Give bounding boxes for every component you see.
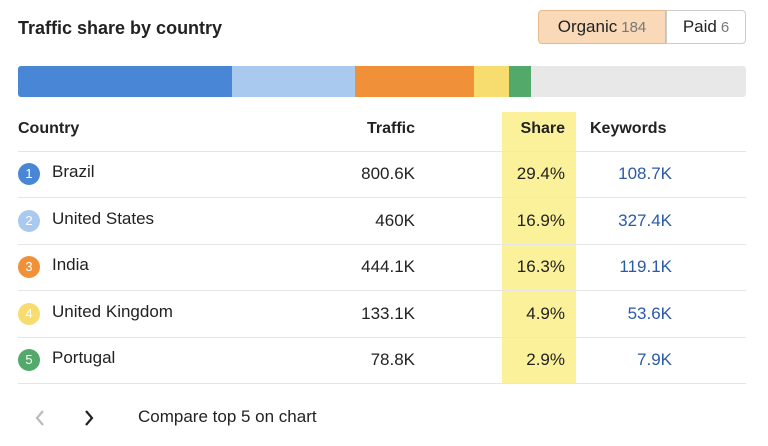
traffic-value: 133.1K	[361, 303, 415, 323]
share-value: 2.9%	[526, 350, 565, 369]
share-segment	[473, 66, 510, 97]
country-name: India	[52, 255, 89, 274]
rank-badge: 4	[18, 302, 40, 325]
row-divider	[18, 151, 746, 152]
tab[interactable]: Paid 6	[666, 10, 746, 44]
share-value: 16.3%	[516, 257, 565, 276]
keywords-value[interactable]: 119.1K	[619, 257, 672, 276]
row-divider	[18, 243, 746, 245]
rank-badge: 1	[18, 163, 40, 185]
row-divider	[18, 290, 746, 291]
pager	[35, 410, 94, 426]
tab-label: Paid	[682, 17, 717, 36]
traffic-value: 460K	[375, 210, 415, 230]
keywords-value[interactable]: 108.7K	[618, 164, 672, 183]
title: Traffic share by country	[18, 18, 223, 38]
country-name: United Kingdom	[52, 301, 173, 321]
share-highlight	[502, 112, 576, 383]
share-bar	[18, 66, 746, 97]
column-header: Keywords	[590, 120, 667, 137]
tab-count: 6	[720, 19, 730, 36]
share-value: 16.9%	[516, 210, 565, 230]
row-divider	[18, 383, 746, 384]
rank-badge: 2	[18, 209, 40, 232]
country-name: United States	[52, 208, 155, 228]
share-value: 29.4%	[516, 164, 565, 183]
column-header: Traffic	[366, 120, 415, 137]
keywords-value[interactable]: 7.9K	[637, 350, 672, 369]
column-header: Country	[18, 120, 80, 137]
tab[interactable]: Organic 184	[538, 10, 666, 44]
row-divider	[18, 197, 746, 198]
traffic-value: 444.1K	[361, 257, 415, 276]
row-divider	[18, 336, 746, 338]
compare-link[interactable]: Compare top 5 on chart	[138, 407, 317, 426]
tab-label: Organic	[557, 17, 618, 36]
column-header: Share	[520, 120, 565, 137]
traffic-value: 78.8K	[370, 350, 415, 369]
rank-badge: 3	[18, 256, 40, 278]
keywords-value[interactable]: 53.6K	[627, 303, 672, 323]
share-segment	[509, 66, 531, 97]
share-segment	[355, 66, 474, 97]
prev-arrow[interactable]	[35, 410, 44, 426]
traffic-value: 800.6K	[361, 164, 415, 183]
tab-count: 184	[621, 19, 647, 36]
country-name: Portugal	[52, 348, 116, 367]
share-value: 4.9%	[526, 303, 565, 323]
keywords-value[interactable]: 327.4K	[618, 210, 672, 230]
share-segment	[232, 66, 356, 97]
rank-badge: 5	[18, 349, 40, 371]
next-arrow[interactable]	[85, 410, 94, 426]
share-segment	[18, 66, 233, 97]
country-name: Brazil	[52, 162, 95, 181]
